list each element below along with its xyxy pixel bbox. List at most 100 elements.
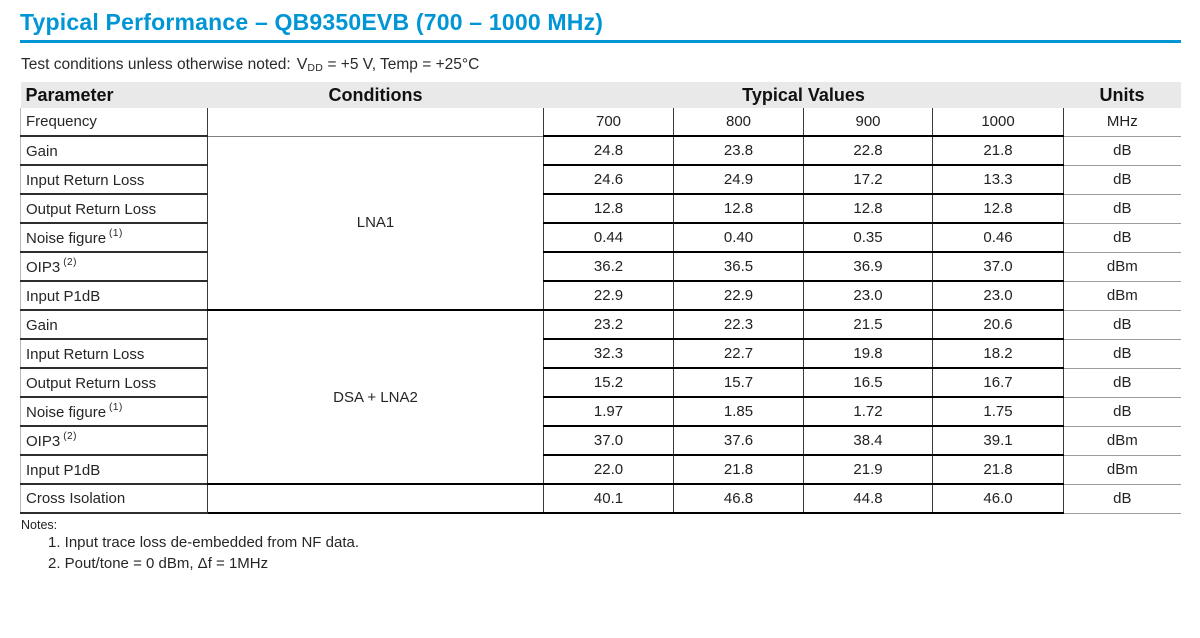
test-conditions-line: Test conditions unless otherwise noted: V…: [21, 56, 1181, 74]
value-cell: 0.44: [543, 223, 674, 253]
footnote-ref: (2): [63, 430, 77, 442]
units-cell: dB: [1063, 310, 1181, 340]
datasheet-page: Typical Performance – QB9350EVB (700 – 1…: [20, 8, 1181, 574]
value-cell: 12.8: [931, 194, 1065, 224]
value-cell: 36.2: [543, 252, 674, 282]
units-cell: dB: [1063, 484, 1181, 514]
table-row-frequency: Frequency 700 800 900 1000 MHz: [20, 108, 1181, 137]
table-row-cross-isolation: Cross Isolation 40.1 46.8 44.8 46.0 dB: [20, 484, 1181, 514]
value-cell: 1.72: [803, 397, 933, 427]
value-cell: 23.0: [803, 281, 933, 311]
conditions-cell-dsa-lna2: DSA + LNA2: [207, 310, 544, 485]
value-cell: 21.8: [931, 455, 1065, 485]
value-cell: 22.7: [673, 339, 804, 369]
value-cell: 23.0: [931, 281, 1065, 311]
value-cell: 0.46: [931, 223, 1065, 253]
conditions-cell-empty: [207, 108, 544, 137]
note-item: 1. Input trace loss de-embedded from NF …: [48, 534, 359, 551]
value-cell: 19.8: [803, 339, 933, 369]
value-cell: 20.6: [931, 310, 1065, 340]
parameter-cell: Noise figure (1): [20, 223, 208, 253]
parameter-label: OIP3: [26, 258, 61, 276]
parameter-cell: Cross Isolation: [20, 484, 208, 514]
units-cell: dB: [1063, 136, 1181, 166]
table-row: Noise figure (1) 1.97 1.85 1.72 1.75 dB: [20, 397, 1181, 427]
value-cell: 700: [543, 108, 674, 137]
parameter-label: Noise figure: [26, 403, 107, 421]
table-row: Input P1dB 22.0 21.8 21.9 21.8 dBm: [20, 455, 1181, 485]
table-row: Input P1dB 22.9 22.9 23.0 23.0 dBm: [20, 281, 1181, 311]
test-conditions-values: = +5 V, Temp = +25°C: [327, 56, 480, 73]
value-cell: 12.8: [673, 194, 804, 224]
table-header: Parameter Conditions Typical Values Unit…: [20, 82, 1181, 108]
value-cell: 22.3: [673, 310, 804, 340]
value-cell: 40.1: [543, 484, 674, 514]
col-header-units: Units: [1063, 82, 1181, 108]
value-cell: 1000: [931, 108, 1065, 137]
parameter-cell: Input P1dB: [20, 455, 208, 485]
value-cell: 39.1: [931, 426, 1065, 456]
parameter-label: Input Return Loss: [26, 171, 145, 189]
vdd-symbol: V: [296, 56, 308, 73]
typical-performance-table: Parameter Conditions Typical Values Unit…: [20, 82, 1181, 514]
units-cell: dBm: [1063, 455, 1181, 485]
page-title: Typical Performance – QB9350EVB (700 – 1…: [20, 8, 1181, 43]
col-header-parameter: Parameter: [20, 82, 208, 108]
parameter-cell: Frequency: [20, 108, 208, 137]
table-row: Gain DSA + LNA2 23.2 22.3 21.5 20.6 dB: [20, 310, 1181, 485]
table-row: OIP3 (2) 37.0 37.6 38.4 39.1 dBm: [20, 426, 1181, 456]
value-cell: 21.9: [803, 455, 933, 485]
parameter-label: Input P1dB: [26, 287, 101, 305]
parameter-cell: Input Return Loss: [20, 339, 208, 369]
value-cell: 21.5: [803, 310, 933, 340]
value-cell: 22.8: [803, 136, 933, 166]
units-cell: dBm: [1063, 252, 1181, 282]
units-cell: dBm: [1063, 426, 1181, 456]
note-item: 2. Pout/tone = 0 dBm, Δf = 1MHz: [48, 555, 269, 572]
footnote-ref: (1): [109, 401, 123, 413]
value-cell: 24.8: [543, 136, 674, 166]
value-cell: 37.0: [543, 426, 674, 456]
value-cell: 16.5: [803, 368, 933, 398]
units-cell: dB: [1063, 165, 1181, 195]
value-cell: 32.3: [543, 339, 674, 369]
parameter-label: Gain: [26, 316, 58, 334]
notes-label: Notes:: [21, 518, 58, 532]
value-cell: 46.8: [673, 484, 804, 514]
parameter-label: Input P1dB: [26, 461, 101, 479]
units-cell: dB: [1063, 397, 1181, 427]
notes-section: Notes: 1. Input trace loss de-embedded f…: [21, 518, 1181, 574]
value-cell: 24.9: [673, 165, 804, 195]
table-row: Input Return Loss 24.6 24.9 17.2 13.3 dB: [20, 165, 1181, 195]
value-cell: 36.9: [803, 252, 933, 282]
value-cell: 13.3: [931, 165, 1065, 195]
col-header-typical-values: Typical Values: [543, 82, 1064, 108]
table-row: Output Return Loss 15.2 15.7 16.5 16.7 d…: [20, 368, 1181, 398]
value-cell: 38.4: [803, 426, 933, 456]
units-cell: dB: [1063, 194, 1181, 224]
value-cell: 1.97: [543, 397, 674, 427]
value-cell: 46.0: [931, 484, 1065, 514]
value-cell: 22.0: [543, 455, 674, 485]
table-row: Output Return Loss 12.8 12.8 12.8 12.8 d…: [20, 194, 1181, 224]
value-cell: 21.8: [931, 136, 1065, 166]
value-cell: 12.8: [803, 194, 933, 224]
table-row: OIP3 (2) 36.2 36.5 36.9 37.0 dBm: [20, 252, 1181, 282]
table-row: Gain LNA1 24.8 23.8 22.8 21.8 dB: [20, 136, 1181, 311]
value-cell: 16.7: [931, 368, 1065, 398]
parameter-label: Gain: [26, 142, 58, 160]
parameter-cell: Input Return Loss: [20, 165, 208, 195]
value-cell: 23.2: [543, 310, 674, 340]
units-cell: dB: [1063, 223, 1181, 253]
parameter-cell: Gain: [20, 310, 208, 340]
value-cell: 0.40: [673, 223, 804, 253]
value-cell: 24.6: [543, 165, 674, 195]
parameter-cell: Output Return Loss: [20, 194, 208, 224]
parameter-cell: OIP3 (2): [20, 252, 208, 282]
vdd-subscript: DD: [307, 62, 324, 74]
value-cell: 36.5: [673, 252, 804, 282]
value-cell: 12.8: [543, 194, 674, 224]
parameter-cell: Gain: [20, 136, 208, 166]
value-cell: 800: [673, 108, 804, 137]
value-cell: 22.9: [673, 281, 804, 311]
